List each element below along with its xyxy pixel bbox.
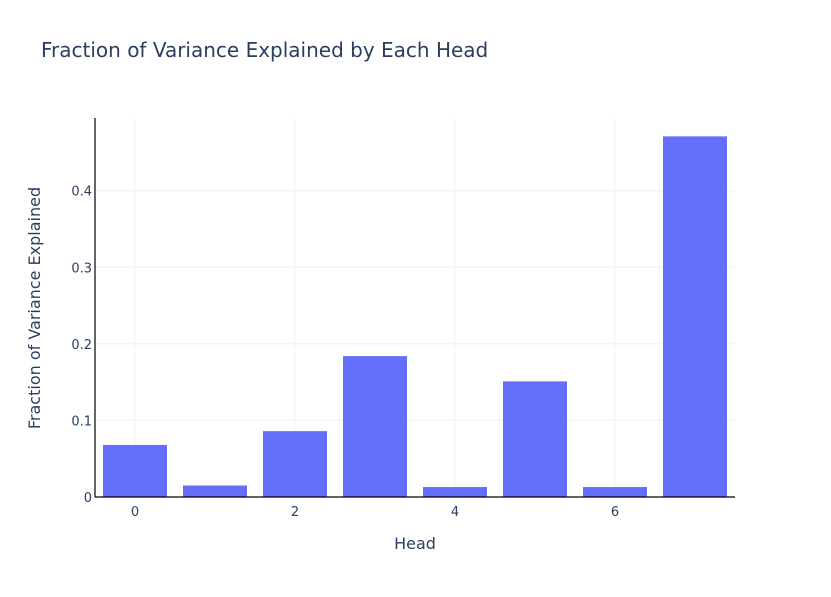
y-tick-label: 0.3 bbox=[71, 261, 92, 276]
bar bbox=[663, 136, 727, 497]
y-tick-label: 0 bbox=[84, 491, 92, 506]
bar bbox=[583, 487, 647, 497]
bar bbox=[263, 431, 327, 497]
chart-title: Fraction of Variance Explained by Each H… bbox=[41, 38, 489, 62]
tick-labels: 0 2 4 6 0 0.1 0.2 0.3 0.4 bbox=[71, 185, 619, 520]
bar bbox=[503, 381, 567, 497]
y-tick-label: 0.4 bbox=[71, 185, 92, 200]
y-axis-title: Fraction of Variance Explained bbox=[25, 187, 44, 429]
bar bbox=[423, 487, 487, 497]
x-tick-label: 4 bbox=[451, 505, 459, 520]
y-tick-label: 0.2 bbox=[71, 338, 92, 353]
bar bbox=[343, 356, 407, 497]
x-tick-label: 6 bbox=[611, 505, 619, 520]
y-tick-label: 0.1 bbox=[71, 414, 92, 429]
grid bbox=[95, 118, 735, 497]
bar bbox=[183, 485, 247, 497]
bar bbox=[103, 444, 167, 497]
x-tick-label: 0 bbox=[131, 505, 139, 520]
x-tick-label: 2 bbox=[291, 505, 299, 520]
bars bbox=[103, 136, 727, 497]
axes bbox=[94, 118, 735, 498]
x-axis-title: Head bbox=[394, 534, 436, 553]
